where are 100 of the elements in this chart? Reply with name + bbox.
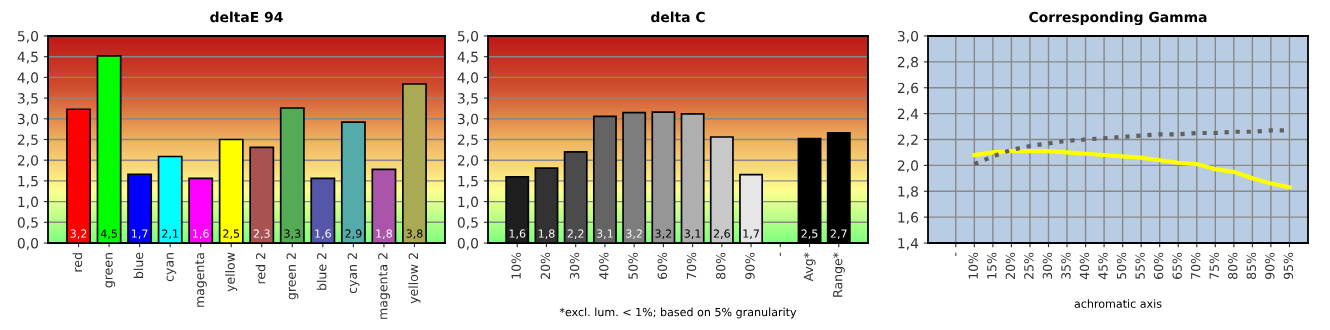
data-label: 3,2 bbox=[655, 229, 672, 239]
x-tick-label: 95% bbox=[1283, 252, 1294, 280]
x-tick-label: blue bbox=[133, 252, 144, 278]
data-label: 1,7 bbox=[743, 229, 759, 239]
y-tick-label: 0,0 bbox=[457, 237, 479, 250]
data-label: 1,7 bbox=[132, 229, 148, 239]
data-label: 1,8 bbox=[538, 229, 555, 239]
data-label: 1,6 bbox=[509, 229, 526, 239]
x-tick-label: 20% bbox=[540, 252, 551, 279]
data-label: 3,2 bbox=[626, 229, 642, 239]
chart-title: deltaE 94 bbox=[210, 11, 283, 23]
chart-title: Corresponding Gamma bbox=[1029, 11, 1207, 26]
y-tick-label: 4,5 bbox=[457, 51, 478, 64]
data-label: 3,1 bbox=[684, 229, 701, 239]
x-tick-label: 90% bbox=[1265, 252, 1275, 280]
y-tick-label: 0,5 bbox=[17, 217, 38, 230]
x-tick-label: 80% bbox=[716, 252, 726, 279]
x-tick-label: 40% bbox=[599, 252, 609, 280]
x-tick-label: 85% bbox=[1246, 252, 1257, 279]
x-tick-label: Range* bbox=[832, 252, 845, 297]
y-tick-label: 1,5 bbox=[458, 176, 478, 188]
x-tick-label: 50% bbox=[628, 252, 638, 279]
x-tick-label: red bbox=[72, 253, 83, 272]
y-tick-label: 2,0 bbox=[897, 160, 919, 173]
data-label: 1,6 bbox=[315, 229, 331, 239]
x-tick-label: 55% bbox=[1135, 252, 1145, 279]
data-label: 3,1 bbox=[596, 229, 613, 239]
x-tick-label: cyan bbox=[166, 253, 177, 282]
x-tick-label: 30% bbox=[569, 252, 580, 279]
x-tick-label: Avg* bbox=[803, 252, 816, 282]
x-tick-label: yellow bbox=[225, 252, 238, 292]
x-tick-label: green bbox=[105, 253, 116, 288]
y-tick-label: 4,0 bbox=[17, 72, 39, 85]
text: *excl. lum. < 1%; based on 5% granularity bbox=[559, 307, 797, 319]
x-tick-label: 75% bbox=[1209, 252, 1219, 279]
y-tick-label: 2,5 bbox=[457, 134, 478, 147]
data-label: 1,6 bbox=[193, 229, 209, 239]
data-label: 2,2 bbox=[567, 229, 584, 239]
data-label: 1,8 bbox=[376, 229, 392, 239]
x-tick-label: blue 2 bbox=[316, 253, 327, 290]
x-tick-label: 25% bbox=[1024, 252, 1034, 279]
x-tick-label: magenta bbox=[195, 253, 207, 307]
x-tick-label: red 2 bbox=[255, 253, 266, 284]
y-tick-label: 2,2 bbox=[897, 134, 918, 147]
data-label: 3,3 bbox=[284, 229, 301, 239]
x-tick-label: 60% bbox=[657, 252, 668, 279]
y-tick-label: 5,0 bbox=[17, 30, 39, 43]
x-tick-label: cyan 2 bbox=[347, 253, 360, 294]
y-tick-label: 4,0 bbox=[457, 72, 479, 85]
y-tick-label: 2,4 bbox=[897, 108, 919, 121]
x-tick-label: 50% bbox=[1116, 252, 1127, 279]
y-tick-label: 3,0 bbox=[17, 113, 39, 126]
x-axis-title: achromatic axis bbox=[1074, 299, 1162, 308]
x-tick-label: 80% bbox=[1228, 252, 1238, 279]
y-tick-label: 4,5 bbox=[17, 51, 38, 64]
y-tick-label: 3,0 bbox=[457, 113, 479, 126]
x-tick-label: 45% bbox=[1098, 252, 1108, 280]
y-tick-label: 1,6 bbox=[898, 212, 919, 225]
y-tick-label: 1,0 bbox=[18, 196, 39, 209]
y-tick-label: 1,5 bbox=[18, 176, 38, 188]
y-tick-label: 5,0 bbox=[457, 30, 479, 43]
y-tick-label: 2,0 bbox=[457, 155, 479, 168]
x-tick-label: 30% bbox=[1042, 252, 1053, 279]
x-tick-label: 10% bbox=[511, 252, 521, 279]
data-label: 2,7 bbox=[830, 229, 847, 239]
x-tick-label: 10% bbox=[968, 252, 978, 279]
y-tick-label: 3,5 bbox=[17, 93, 38, 105]
x-tick-label: 70% bbox=[686, 252, 697, 279]
y-tick-label: 3,5 bbox=[457, 93, 478, 105]
data-label: 2,6 bbox=[713, 229, 730, 239]
y-tick-label: 3,0 bbox=[897, 30, 919, 43]
chart-title: delta C bbox=[651, 11, 705, 23]
data-label: 2,3 bbox=[253, 229, 270, 239]
y-tick-label: 1,0 bbox=[458, 196, 479, 209]
y-tick-label: 1,8 bbox=[898, 186, 919, 199]
data-label: 3,2 bbox=[70, 229, 87, 239]
x-tick-label: 35% bbox=[1061, 252, 1071, 279]
y-tick-label: 0,0 bbox=[17, 237, 39, 250]
x-tick-label: 40% bbox=[1079, 252, 1090, 280]
x-tick-label: - bbox=[779, 252, 781, 256]
x-tick-label: 15% bbox=[987, 252, 997, 279]
x-tick-label: - bbox=[955, 252, 957, 256]
data-label: 2,9 bbox=[345, 229, 362, 239]
data-label: 2,5 bbox=[801, 229, 818, 239]
y-tick-label: 2,5 bbox=[17, 134, 38, 147]
x-tick-label: 70% bbox=[1190, 252, 1201, 279]
y-tick-label: 2,6 bbox=[897, 82, 919, 95]
x-tick-label: 90% bbox=[745, 252, 755, 280]
x-tick-label: 65% bbox=[1172, 252, 1182, 279]
y-tick-label: 0,5 bbox=[457, 217, 478, 230]
x-tick-label: green 2 bbox=[286, 253, 299, 300]
y-tick-label: 1,4 bbox=[898, 238, 919, 250]
data-label: 3,8 bbox=[406, 229, 423, 239]
y-tick-label: 2,8 bbox=[897, 56, 919, 69]
x-tick-label: 20% bbox=[1005, 252, 1016, 279]
x-tick-label: magenta 2 bbox=[378, 253, 390, 319]
line-series bbox=[972, 149, 1292, 190]
data-label: 2,5 bbox=[223, 229, 240, 239]
data-label: 4,5 bbox=[100, 229, 117, 239]
y-tick-label: 2,0 bbox=[17, 155, 39, 168]
